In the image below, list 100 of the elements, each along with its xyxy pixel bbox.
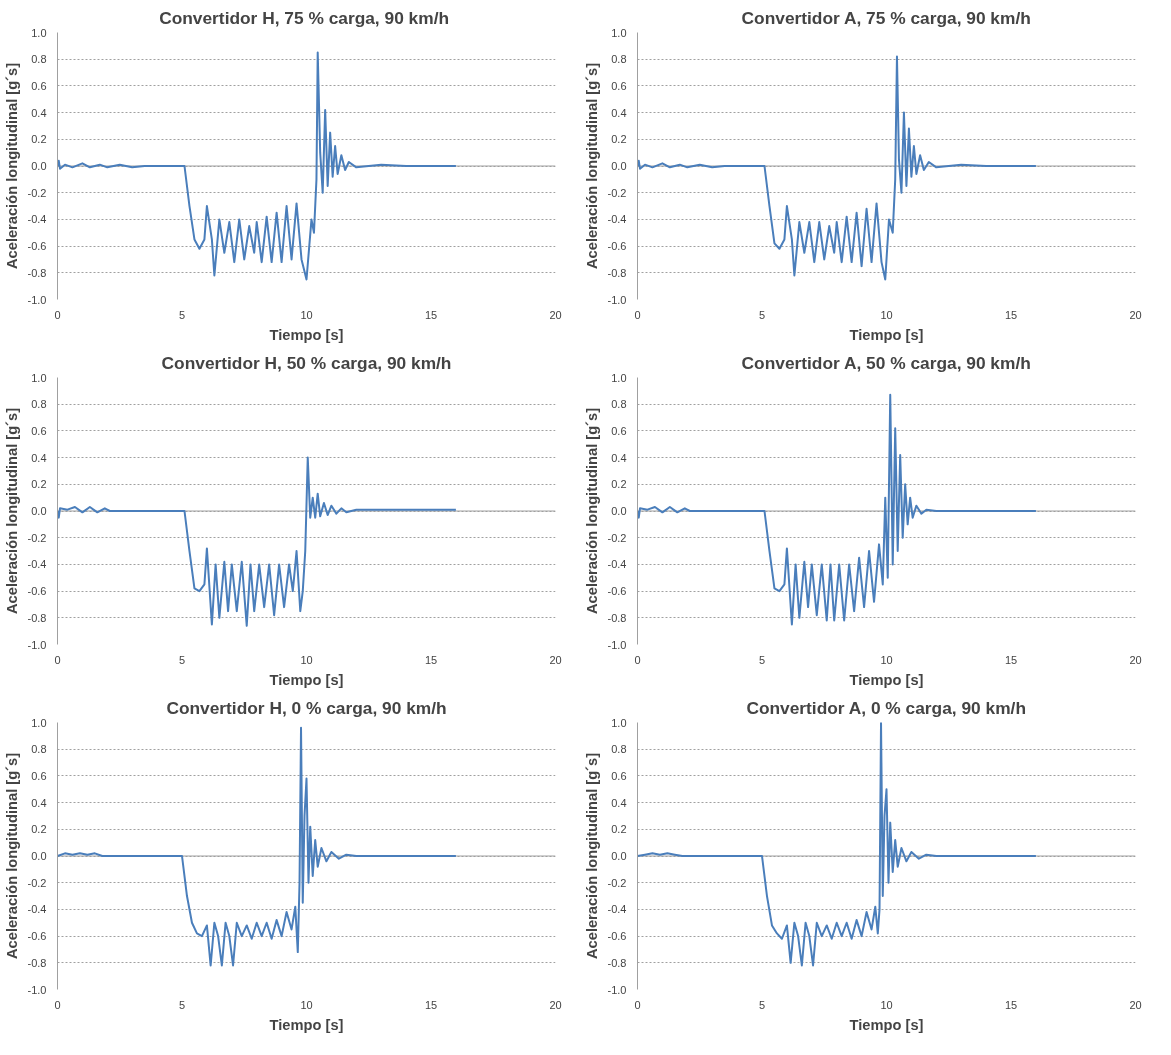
y-tick-label: 0.8: [31, 743, 47, 756]
y-tick-label: 0.4: [31, 796, 47, 809]
y-tick-label: 0.6: [611, 769, 627, 782]
y-tick-label: -0.6: [27, 585, 47, 598]
y-tick-label: -0.4: [607, 213, 627, 226]
y-axis-title: Aceleración longitudinal [g´s]: [3, 407, 20, 615]
y-tick-label: -0.2: [27, 186, 47, 199]
y-tick-label: 1.0: [31, 716, 47, 729]
y-tick-label: 0.4: [611, 796, 627, 809]
y-tick-label: 0.2: [611, 823, 627, 836]
y-tick-label: 0.2: [31, 478, 47, 491]
x-tick-label: 10: [880, 653, 893, 666]
y-tick-label: 0.2: [31, 823, 47, 836]
y-tick-label: 0.4: [31, 451, 47, 464]
x-axis-title: Tiempo [s]: [269, 326, 344, 343]
x-axis-title: Tiempo [s]: [849, 1016, 924, 1033]
y-tick-label: 0.4: [611, 106, 627, 119]
x-tick-label: 20: [1129, 308, 1142, 321]
x-tick-label: 10: [300, 653, 313, 666]
x-tick-label: 15: [1004, 998, 1018, 1011]
x-axis-title: Tiempo [s]: [849, 671, 924, 688]
y-tick-label: 1.0: [611, 26, 627, 39]
chart-title: Convertidor A, 0 % carga, 90 km/h: [746, 697, 1026, 718]
y-tick-label: -0.8: [607, 956, 627, 969]
y-tick-label: -0.2: [607, 876, 627, 889]
x-tick-label: 15: [1004, 308, 1018, 321]
x-tick-label: 20: [549, 653, 562, 666]
y-tick-label: -1.0: [27, 638, 47, 651]
y-tick-label: -1.0: [607, 293, 627, 306]
y-tick-label: 1.0: [31, 371, 47, 384]
y-tick-label: 0.2: [31, 133, 47, 146]
y-tick-label: 0.6: [31, 769, 47, 782]
y-tick-label: 0.8: [31, 398, 47, 411]
y-tick-label: 1.0: [611, 371, 627, 384]
y-tick-label: -0.2: [607, 531, 627, 544]
y-tick-label: 0.6: [31, 424, 47, 437]
y-axis-title: Aceleración longitudinal [g´s]: [3, 62, 20, 270]
y-tick-label: 1.0: [611, 716, 627, 729]
y-tick-label: 0.8: [611, 398, 627, 411]
x-tick-label: 20: [1129, 998, 1142, 1011]
x-tick-label: 0: [634, 998, 641, 1011]
x-tick-label: 0: [634, 308, 641, 321]
y-tick-label: 0.0: [611, 850, 627, 862]
y-tick-label: 0.6: [611, 79, 627, 92]
x-tick-label: 15: [424, 653, 438, 666]
y-tick-label: -1.0: [27, 983, 47, 996]
y-axis-title: Aceleración longitudinal [g´s]: [3, 752, 20, 960]
y-tick-label: 0.2: [611, 133, 627, 146]
y-tick-label: 0.6: [611, 424, 627, 437]
y-tick-label: 0.4: [611, 451, 627, 464]
x-tick-label: 15: [424, 998, 438, 1011]
x-tick-label: 5: [758, 653, 766, 666]
x-tick-label: 15: [424, 308, 438, 321]
x-axis-title: Tiempo [s]: [269, 671, 344, 688]
chart-title: Convertidor A, 75 % carga, 90 km/h: [741, 7, 1031, 28]
y-tick-label: -0.4: [27, 903, 47, 916]
x-tick-label: 5: [178, 308, 186, 321]
x-tick-label: 5: [758, 308, 766, 321]
chart-title: Convertidor H, 50 % carga, 90 km/h: [161, 352, 452, 373]
y-tick-label: -0.8: [27, 611, 47, 624]
chart-title: Convertidor A, 50 % carga, 90 km/h: [741, 352, 1031, 373]
chart-title: Convertidor H, 0 % carga, 90 km/h: [166, 697, 447, 718]
y-tick-label: -0.8: [27, 956, 47, 969]
y-tick-label: 0.8: [31, 53, 47, 66]
x-tick-label: 5: [758, 998, 766, 1011]
x-tick-label: 5: [178, 998, 186, 1011]
y-tick-label: -1.0: [27, 293, 47, 306]
x-tick-label: 0: [634, 653, 641, 666]
y-tick-label: -0.6: [27, 240, 47, 253]
chart-title: Convertidor H, 75 % carga, 90 km/h: [159, 7, 450, 28]
y-tick-label: -0.8: [607, 266, 627, 279]
y-tick-label: 0.4: [31, 106, 47, 119]
y-tick-label: -0.4: [27, 213, 47, 226]
y-tick-label: 0.0: [31, 850, 47, 862]
y-tick-label: 0.8: [611, 743, 627, 756]
y-axis-title: Aceleración longitudinal [g´s]: [583, 407, 600, 615]
x-tick-label: 20: [1129, 653, 1142, 666]
y-tick-label: 0.0: [31, 505, 47, 517]
x-tick-label: 10: [880, 998, 893, 1011]
x-axis-title: Tiempo [s]: [269, 1016, 344, 1033]
y-tick-label: -0.8: [27, 266, 47, 279]
y-tick-label: -0.2: [607, 186, 627, 199]
x-tick-label: 0: [54, 653, 61, 666]
y-tick-label: 0.0: [611, 160, 627, 172]
x-tick-label: 0: [54, 998, 61, 1011]
y-tick-label: -0.4: [607, 558, 627, 571]
y-tick-label: 0.2: [611, 478, 627, 491]
x-tick-label: 10: [300, 998, 313, 1011]
y-tick-label: -1.0: [607, 638, 627, 651]
y-tick-label: -1.0: [607, 983, 627, 996]
x-axis-title: Tiempo [s]: [849, 326, 924, 343]
y-tick-label: -0.2: [27, 531, 47, 544]
x-tick-label: 10: [300, 308, 313, 321]
y-tick-label: -0.6: [607, 930, 627, 943]
y-tick-label: -0.6: [607, 585, 627, 598]
y-tick-label: 0.0: [611, 505, 627, 517]
y-axis-title: Aceleración longitudinal [g´s]: [583, 752, 600, 960]
y-tick-label: -0.4: [607, 903, 627, 916]
y-tick-label: -0.6: [607, 240, 627, 253]
x-tick-label: 20: [549, 308, 562, 321]
